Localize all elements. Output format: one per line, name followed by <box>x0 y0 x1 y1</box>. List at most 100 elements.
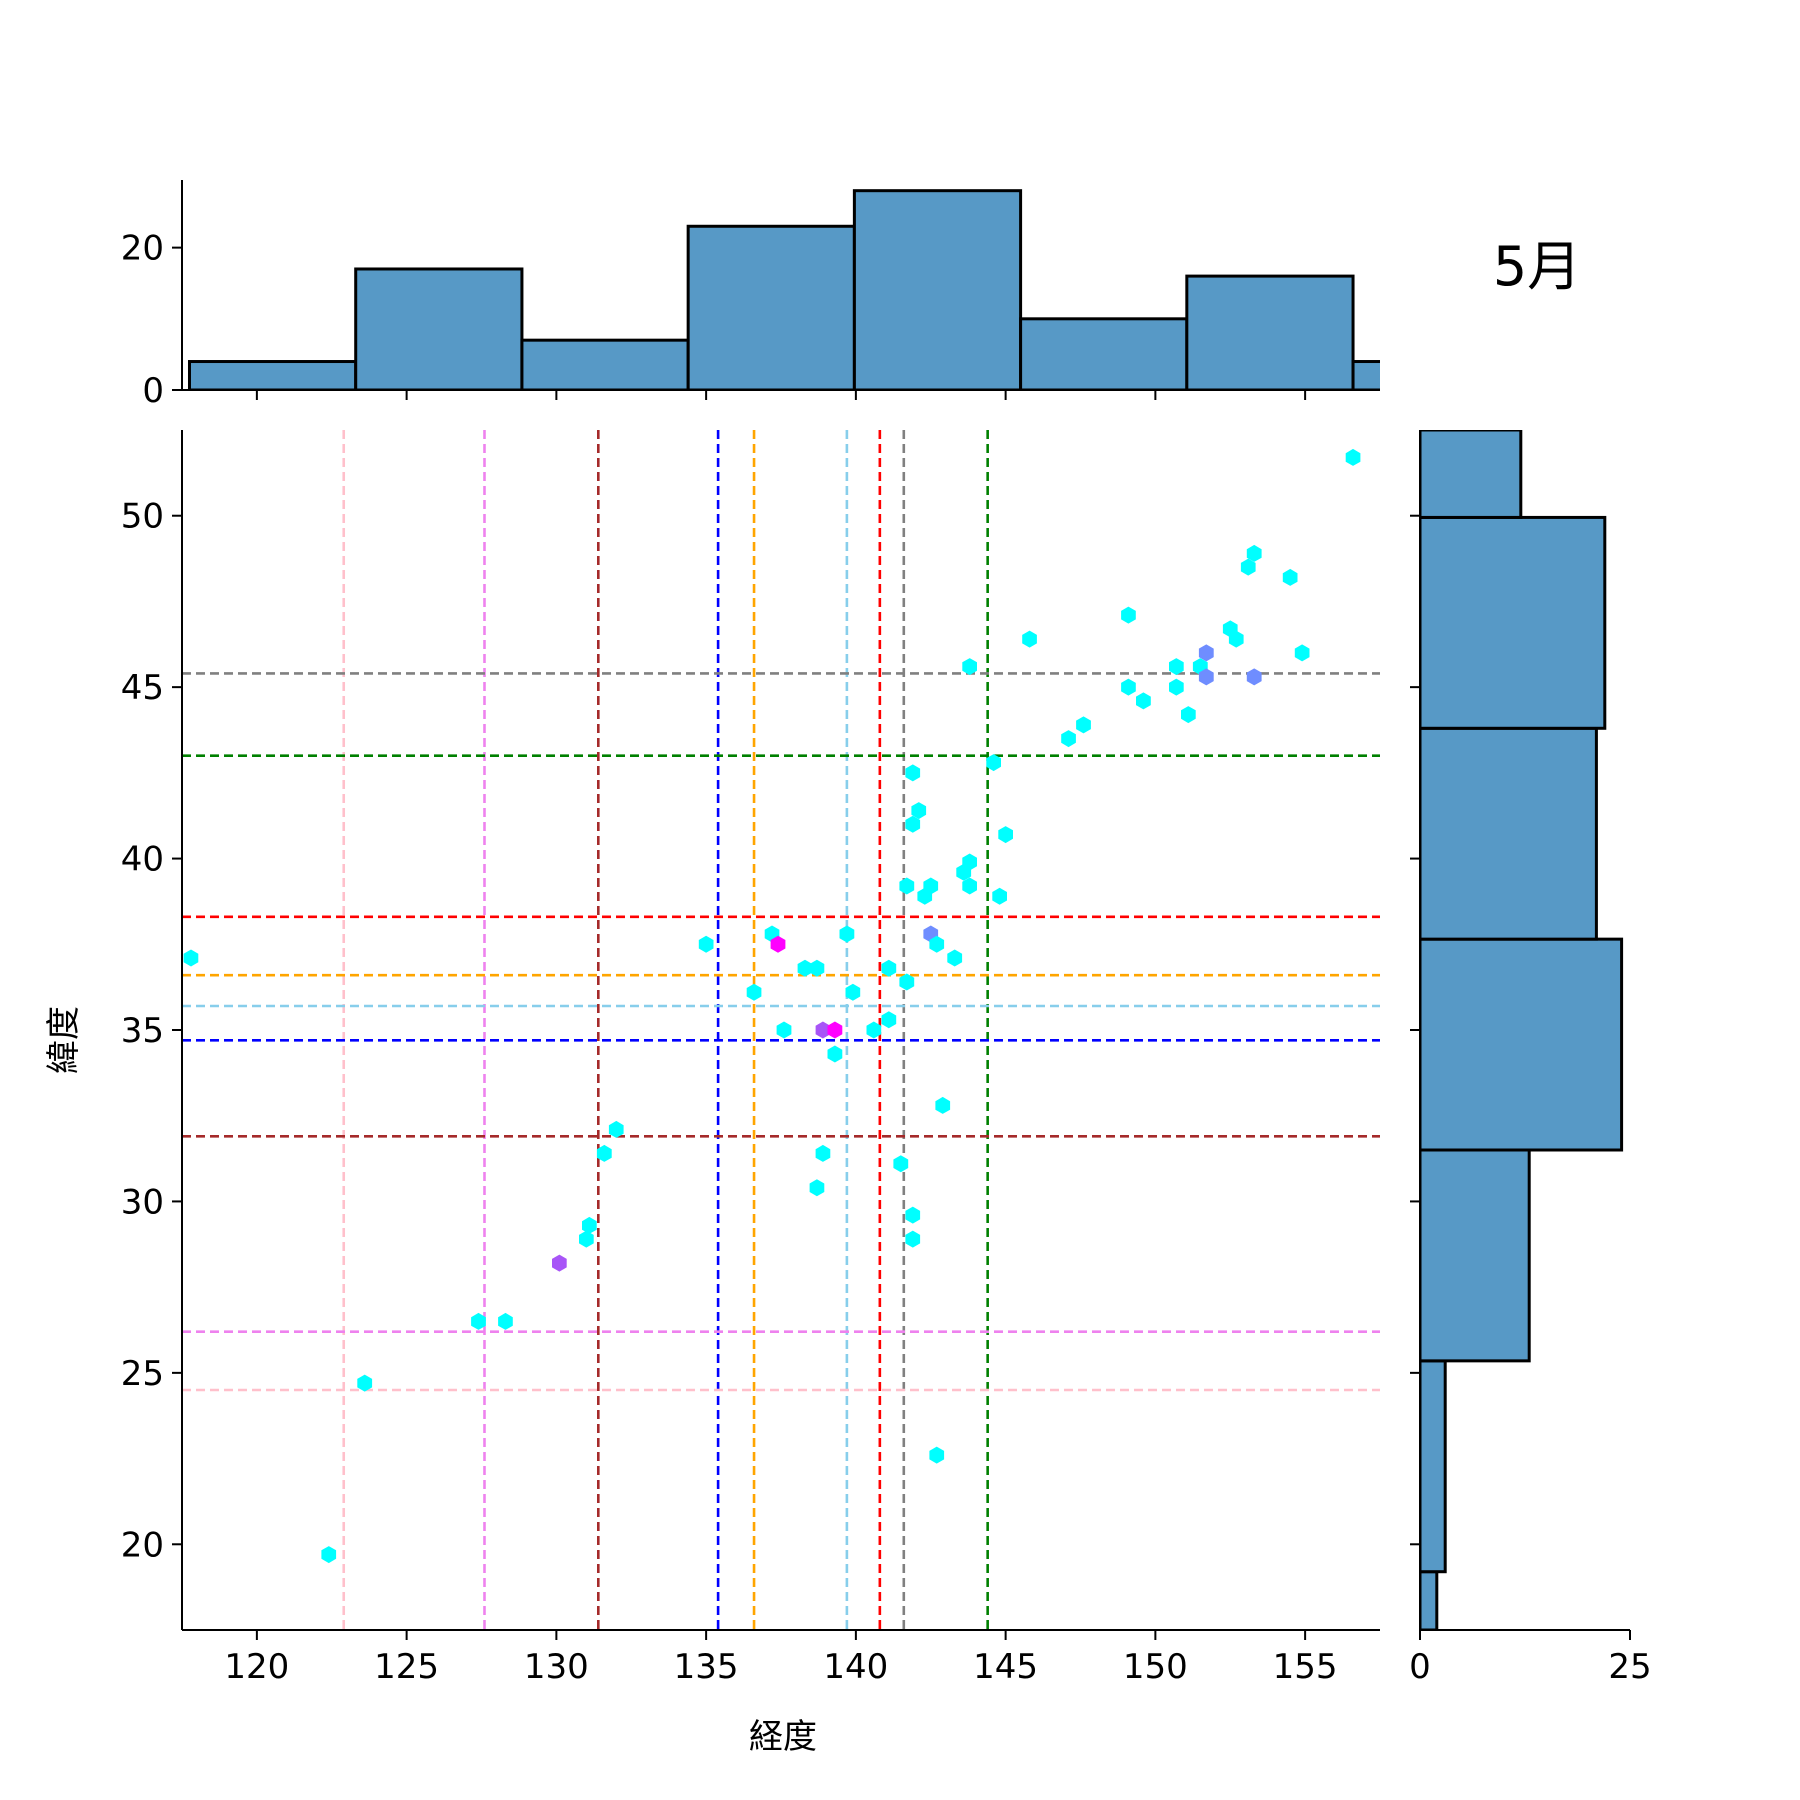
data-point <box>815 1021 831 1039</box>
x-hist-bar <box>520 338 690 390</box>
data-point <box>911 802 927 820</box>
x-hist-bar <box>686 224 856 390</box>
y-hist-bars <box>1420 430 1624 1630</box>
data-point <box>1198 644 1214 662</box>
data-point <box>986 754 1001 772</box>
y-hist-bar <box>1420 1570 1439 1630</box>
data-point <box>1198 668 1214 686</box>
data-point <box>935 1096 951 1114</box>
x-hist-bars <box>187 189 1380 390</box>
y-hist-bar <box>1420 430 1523 519</box>
data-point <box>776 1021 792 1039</box>
y-histogram: 0 25 <box>1409 430 1652 1687</box>
y-hist-bar <box>1420 515 1607 730</box>
y-hist-x-tick-label: 25 <box>1608 1647 1651 1687</box>
x-hist-bar <box>1019 317 1189 390</box>
x-tick-label: 120 <box>224 1647 289 1687</box>
x-tick-label: 130 <box>524 1647 589 1687</box>
data-point <box>899 973 915 991</box>
y-tick-label: 35 <box>121 1011 164 1051</box>
data-point <box>552 1254 567 1272</box>
data-point <box>881 959 897 977</box>
data-point <box>809 1179 825 1197</box>
y-axis-label: 緯度 <box>44 1006 84 1074</box>
data-point <box>881 1011 897 1029</box>
data-point <box>1282 568 1298 586</box>
x-hist-bar <box>1351 360 1380 390</box>
data-point <box>1294 644 1310 662</box>
data-point <box>1169 678 1184 696</box>
x-tick-label: 125 <box>374 1647 439 1687</box>
plot-area <box>182 430 1380 1630</box>
data-point <box>893 1155 909 1173</box>
x-tick-label: 145 <box>973 1647 1038 1687</box>
data-point <box>947 949 963 967</box>
y-tick-label: 20 <box>121 1525 164 1565</box>
data-point <box>1121 606 1136 624</box>
x-hist-bar <box>187 360 358 390</box>
data-point <box>1136 692 1151 710</box>
data-point <box>1061 730 1076 748</box>
x-axis-label: 経度 <box>749 1717 817 1757</box>
y-hist-bar <box>1420 1148 1531 1363</box>
data-point <box>698 935 714 953</box>
data-point <box>1121 678 1136 696</box>
data-point <box>962 877 977 895</box>
data-point <box>498 1312 513 1330</box>
data-point <box>746 983 762 1001</box>
data-point <box>579 1230 594 1248</box>
y-hist-bar <box>1420 1359 1447 1574</box>
data-point <box>1076 716 1091 734</box>
y-tick-label: 45 <box>121 668 164 708</box>
scatter-panel: 120 125 130 135 140 145 150 155 20 25 30 35 40 45 50 <box>121 430 1380 1687</box>
data-point <box>962 658 977 676</box>
data-point <box>357 1374 373 1392</box>
data-point <box>321 1546 337 1564</box>
x-tick-label: 135 <box>674 1647 739 1687</box>
data-point <box>905 764 921 782</box>
data-point <box>797 959 813 977</box>
x-tick-label: 150 <box>1123 1647 1188 1687</box>
data-point <box>1246 544 1262 562</box>
x-hist-bar <box>852 189 1023 390</box>
data-point <box>923 877 939 895</box>
y-hist-bar <box>1420 726 1598 941</box>
data-point <box>770 935 786 953</box>
data-point <box>866 1021 882 1039</box>
data-point <box>929 935 945 953</box>
data-point <box>1181 706 1196 724</box>
data-point <box>929 1446 945 1464</box>
data-point <box>998 826 1013 844</box>
x-hist-bar <box>354 267 524 390</box>
y-hist-bar <box>1420 937 1624 1152</box>
x-tick-label: 140 <box>823 1647 888 1687</box>
y-tick-label: 25 <box>121 1354 164 1394</box>
data-point <box>1022 630 1037 648</box>
data-point <box>899 877 915 895</box>
data-point <box>827 1045 843 1063</box>
data-point <box>905 1230 921 1248</box>
data-point <box>608 1120 624 1138</box>
data-point <box>183 949 199 967</box>
data-point <box>962 853 977 871</box>
x-tick-label: 155 <box>1273 1647 1338 1687</box>
chart-title: 5月 <box>1493 235 1581 298</box>
data-point <box>827 1021 843 1039</box>
data-point <box>839 925 855 943</box>
data-point <box>815 1144 831 1162</box>
x-histogram: 0 20 <box>121 180 1380 411</box>
data-point <box>905 815 921 833</box>
data-point <box>596 1144 612 1162</box>
data-point <box>1240 558 1256 576</box>
y-tick-label: 40 <box>121 840 164 880</box>
data-point <box>845 983 861 1001</box>
data-point <box>992 887 1007 905</box>
data-point <box>1246 668 1262 686</box>
x-hist-y-tick-label: 20 <box>121 229 164 269</box>
data-point <box>1228 630 1244 648</box>
x-hist-bar <box>1185 274 1355 390</box>
data-point <box>471 1312 486 1330</box>
x-hist-y-tick-label: 0 <box>142 371 164 411</box>
data-point <box>1169 658 1184 676</box>
